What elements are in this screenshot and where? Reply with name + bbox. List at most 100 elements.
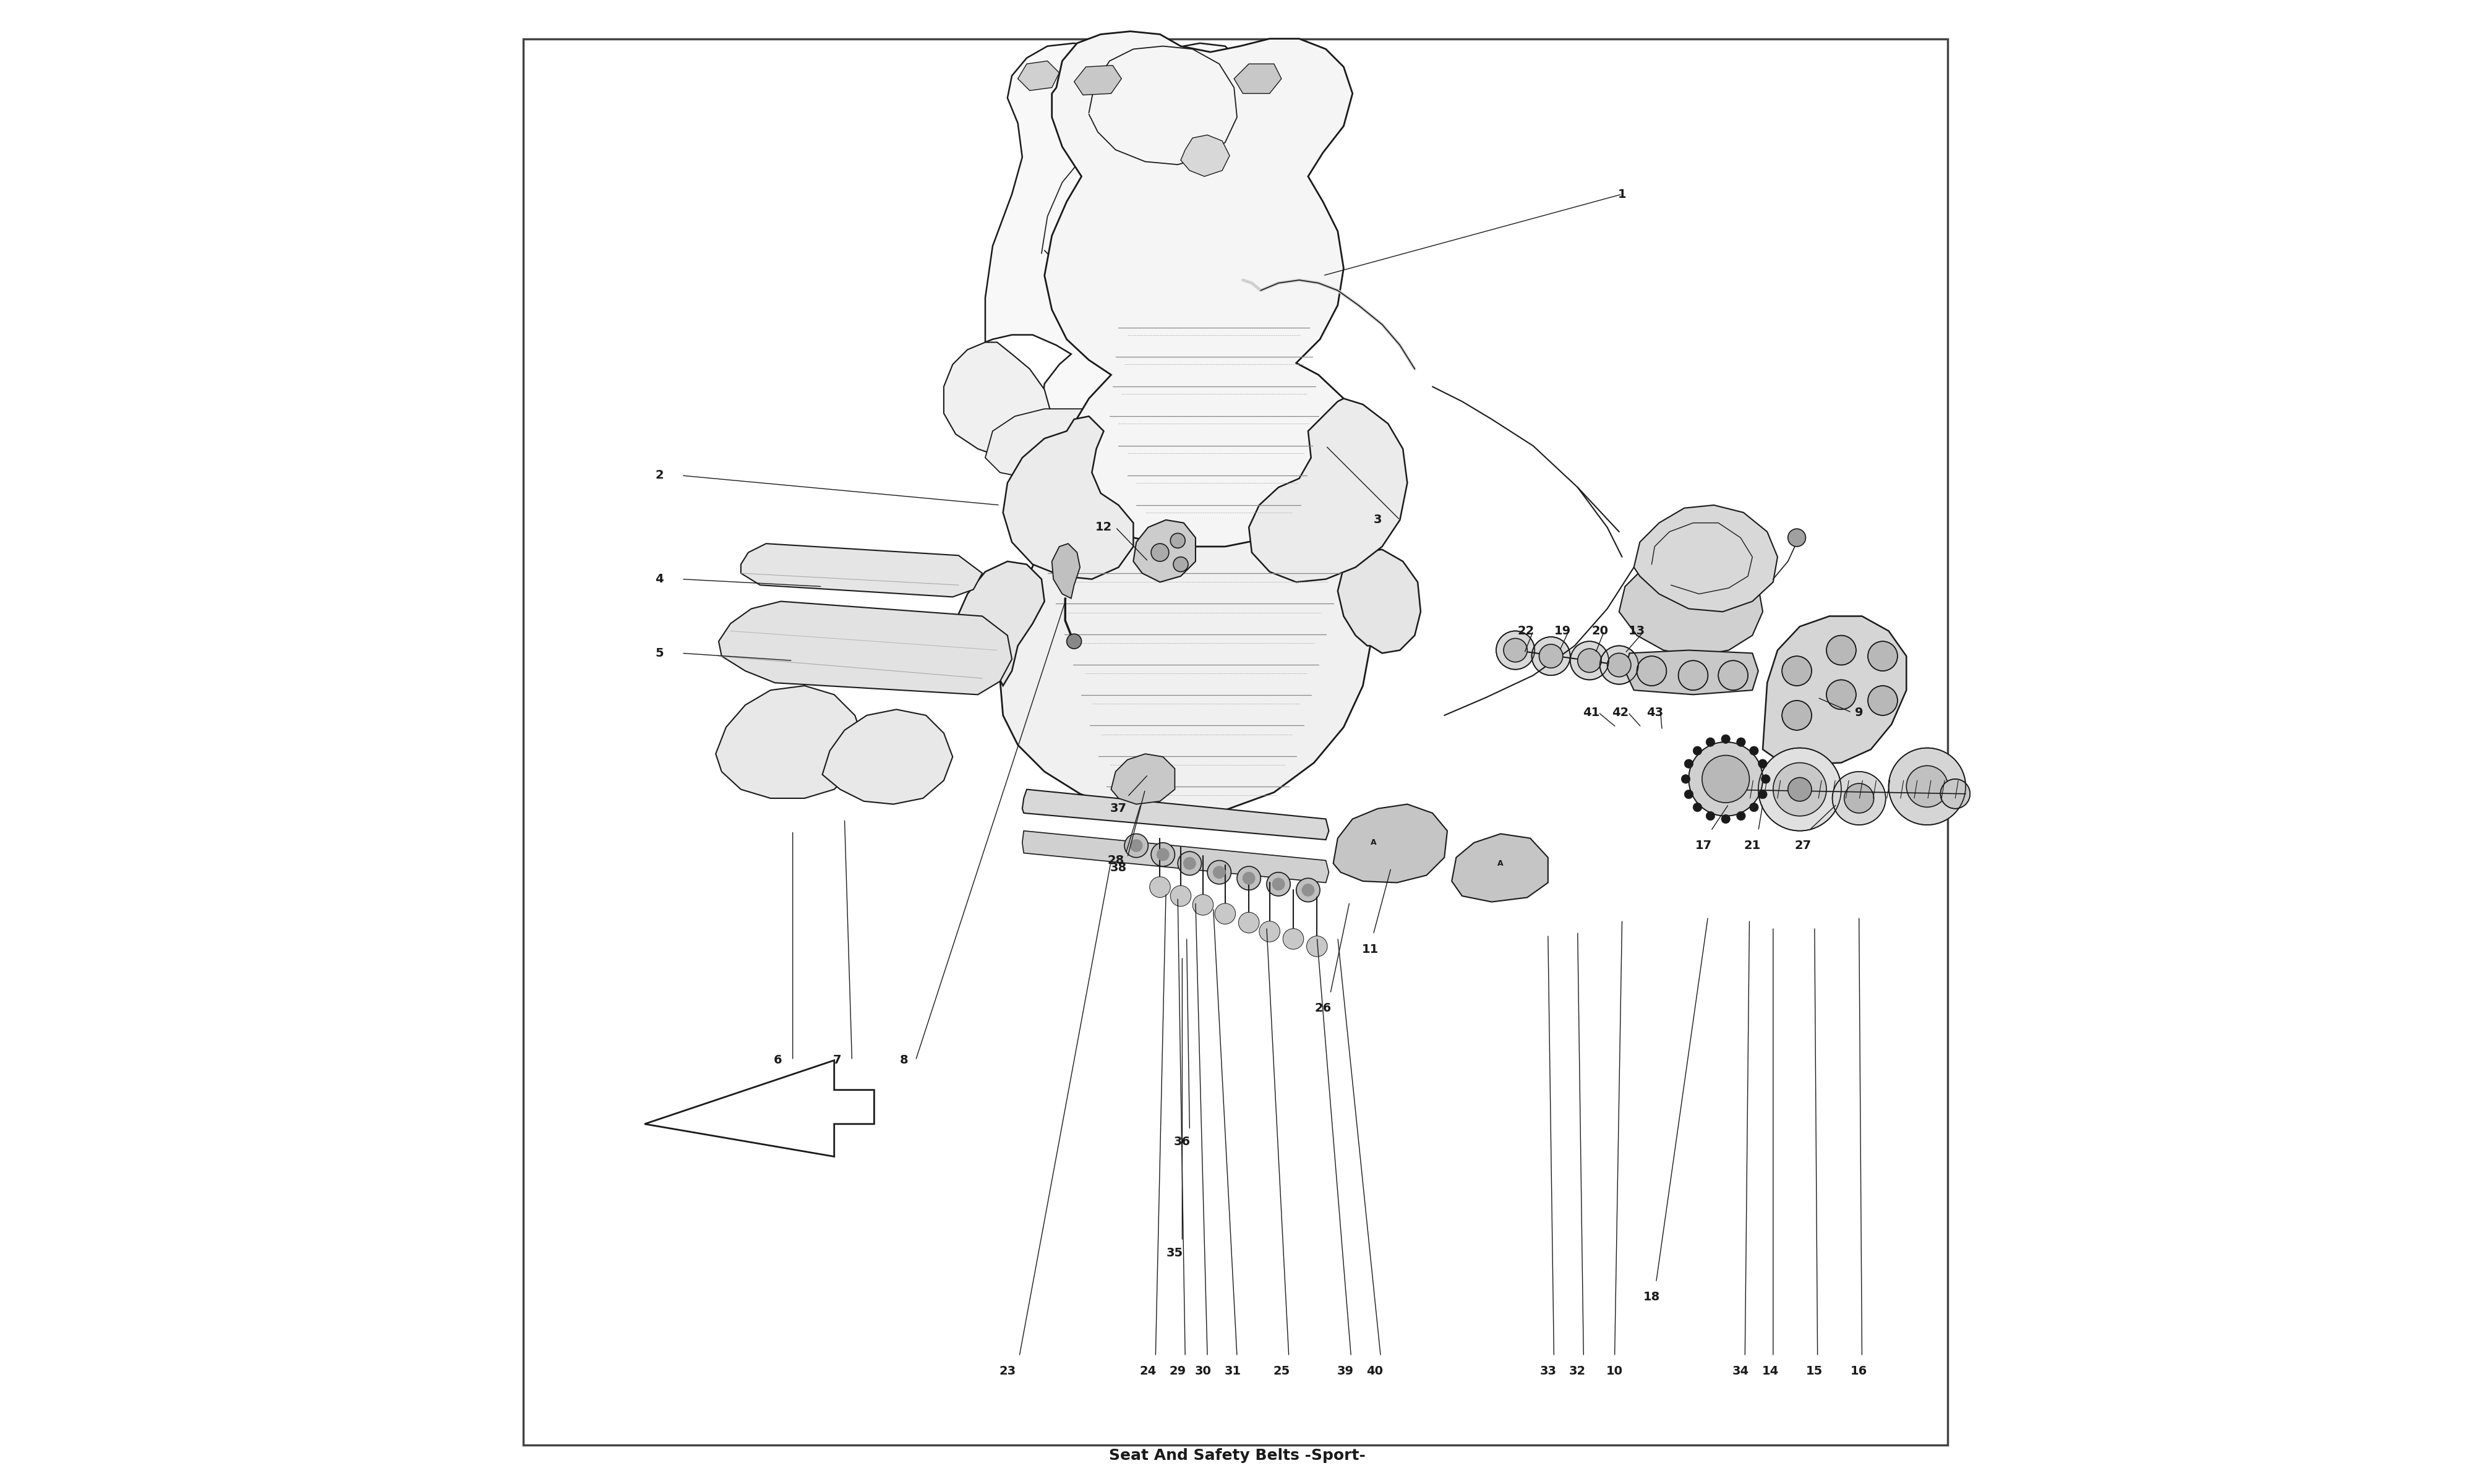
Polygon shape	[1022, 789, 1329, 840]
Polygon shape	[1333, 804, 1447, 883]
Circle shape	[1719, 660, 1749, 690]
Text: 30: 30	[1195, 1365, 1212, 1377]
Text: 8: 8	[901, 1055, 908, 1066]
Text: 31: 31	[1225, 1365, 1242, 1377]
Text: 40: 40	[1366, 1365, 1383, 1377]
Circle shape	[1578, 649, 1601, 672]
Text: 4: 4	[656, 573, 663, 585]
Circle shape	[1215, 904, 1235, 925]
Circle shape	[1759, 760, 1766, 769]
Text: 10: 10	[1606, 1365, 1623, 1377]
Polygon shape	[717, 601, 1012, 695]
Text: A: A	[1371, 838, 1376, 847]
Text: 15: 15	[1806, 1365, 1823, 1377]
Circle shape	[1212, 867, 1225, 879]
Circle shape	[1267, 873, 1291, 896]
Polygon shape	[985, 410, 1180, 478]
Text: A: A	[1497, 859, 1504, 868]
Circle shape	[1907, 766, 1947, 807]
Text: 28: 28	[1108, 855, 1123, 867]
Text: 17: 17	[1695, 840, 1712, 852]
Circle shape	[1296, 879, 1321, 902]
Circle shape	[1237, 867, 1262, 890]
Circle shape	[1638, 656, 1667, 686]
Circle shape	[1677, 660, 1707, 690]
Circle shape	[1759, 789, 1766, 798]
Circle shape	[1608, 653, 1630, 677]
Text: 20: 20	[1591, 625, 1608, 637]
Circle shape	[1707, 812, 1714, 821]
Circle shape	[1843, 784, 1873, 813]
Text: 24: 24	[1141, 1365, 1155, 1377]
Polygon shape	[1764, 616, 1907, 764]
Circle shape	[1781, 656, 1811, 686]
Circle shape	[1685, 789, 1692, 798]
Text: 14: 14	[1761, 1365, 1779, 1377]
Circle shape	[1737, 738, 1747, 746]
Text: 23: 23	[999, 1365, 1017, 1377]
Circle shape	[1207, 861, 1232, 884]
Circle shape	[1702, 755, 1749, 803]
Circle shape	[1272, 879, 1284, 890]
Text: 32: 32	[1569, 1365, 1586, 1377]
Polygon shape	[1625, 650, 1759, 695]
Circle shape	[1868, 686, 1898, 715]
Polygon shape	[1452, 834, 1549, 902]
Text: 1: 1	[1618, 188, 1625, 200]
Circle shape	[1826, 635, 1856, 665]
Polygon shape	[646, 1061, 873, 1156]
Text: 22: 22	[1517, 625, 1534, 637]
Polygon shape	[1074, 65, 1121, 95]
Circle shape	[1601, 646, 1638, 684]
Polygon shape	[1133, 519, 1195, 582]
Polygon shape	[1044, 31, 1358, 546]
Circle shape	[1531, 637, 1571, 675]
Circle shape	[1888, 748, 1967, 825]
Polygon shape	[955, 561, 1044, 686]
Polygon shape	[740, 543, 982, 597]
Polygon shape	[1017, 61, 1059, 91]
Circle shape	[1682, 775, 1690, 784]
Circle shape	[1571, 641, 1608, 680]
Polygon shape	[1160, 61, 1200, 91]
Text: 27: 27	[1794, 840, 1811, 852]
Circle shape	[1761, 775, 1771, 784]
Text: 41: 41	[1583, 706, 1598, 718]
Circle shape	[1539, 644, 1564, 668]
Circle shape	[1158, 849, 1168, 861]
Text: 21: 21	[1744, 840, 1761, 852]
Circle shape	[1284, 929, 1304, 950]
Text: 38: 38	[1111, 862, 1128, 874]
Polygon shape	[1249, 399, 1408, 582]
Text: 3: 3	[1373, 513, 1383, 525]
Circle shape	[1692, 803, 1702, 812]
Text: 34: 34	[1732, 1365, 1749, 1377]
Circle shape	[1504, 638, 1526, 662]
Polygon shape	[1180, 135, 1230, 177]
Text: Seat And Safety Belts -Sport-: Seat And Safety Belts -Sport-	[1108, 1448, 1366, 1463]
Circle shape	[1259, 922, 1279, 942]
Circle shape	[1789, 778, 1811, 801]
Text: 35: 35	[1165, 1247, 1183, 1258]
Text: 6: 6	[774, 1055, 782, 1066]
Text: 7: 7	[834, 1055, 841, 1066]
Circle shape	[1126, 834, 1148, 858]
Polygon shape	[1633, 505, 1776, 611]
Polygon shape	[821, 709, 952, 804]
Circle shape	[1173, 556, 1188, 571]
Text: 26: 26	[1314, 1003, 1331, 1015]
Circle shape	[1150, 877, 1170, 898]
Circle shape	[1242, 873, 1254, 884]
Polygon shape	[1002, 417, 1133, 579]
Text: 42: 42	[1613, 706, 1628, 718]
Polygon shape	[1618, 556, 1764, 656]
Circle shape	[1192, 895, 1212, 916]
Text: 43: 43	[1645, 706, 1663, 718]
Polygon shape	[1111, 754, 1175, 804]
Text: 37: 37	[1111, 803, 1126, 815]
Circle shape	[1170, 886, 1190, 907]
Circle shape	[1239, 913, 1259, 933]
Text: 2: 2	[656, 469, 663, 481]
Circle shape	[1707, 738, 1714, 746]
Polygon shape	[943, 343, 1051, 457]
